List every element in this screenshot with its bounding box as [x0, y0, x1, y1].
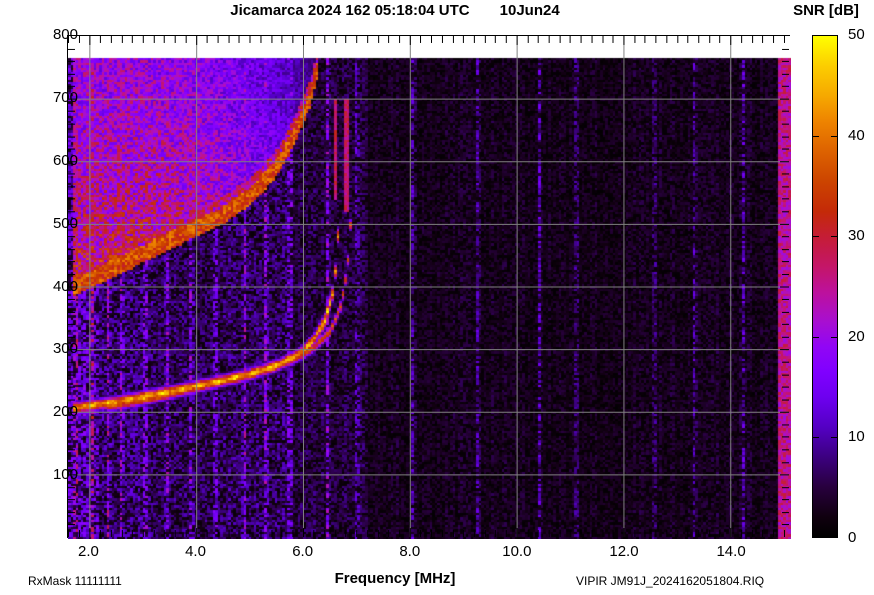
y-tick-label: 400 [52, 277, 78, 295]
colorbar-tick-label: 50 [848, 26, 865, 43]
colorbar-tick-mark [831, 236, 838, 238]
y-tick-label: 100 [52, 466, 78, 484]
rxmask-note: RxMask 11111111 [28, 574, 122, 588]
colorbar-title: SNR [dB] [793, 2, 859, 19]
colorbar-tick-mark [812, 236, 819, 238]
colorbar-tick-label: 30 [848, 227, 865, 245]
colorbar-tick-mark [812, 336, 819, 338]
x-tick-label: 4.0 [185, 543, 206, 560]
x-axis-label: Frequency [MHz] [334, 570, 456, 587]
x-tick-label: 2.0 [77, 543, 99, 560]
colorbar-tick-label: 10 [848, 428, 865, 446]
title-station-time: Jicamarca 2024 162 05:18:04 UTC [230, 2, 470, 19]
x-tick-label: 8.0 [399, 543, 421, 560]
colorbar-gradient [812, 35, 838, 538]
y-tick-label: 600 [52, 151, 78, 169]
source-file-note: VIPIR JM91J_2024162051804.RIQ [576, 574, 765, 588]
y-tick-label: 800 [52, 26, 78, 43]
y-tick-label: 700 [52, 88, 78, 106]
ionogram-plot[interactable] [67, 35, 791, 539]
colorbar-tick-mark [812, 437, 819, 439]
x-tick-label: 14.0 [716, 543, 746, 560]
x-tick-label: 10.0 [502, 543, 532, 560]
title-date: 10Jun24 [499, 2, 560, 19]
y-tick-label: 500 [52, 214, 78, 232]
colorbar-tick-label: 20 [848, 327, 865, 345]
colorbar-tick-mark [831, 437, 838, 439]
x-tick-label: 6.0 [292, 543, 314, 560]
colorbar-tick-mark [812, 135, 819, 137]
y-tick-label: 200 [52, 403, 78, 421]
ionogram-heatmap-canvas [68, 36, 791, 539]
colorbar-tick-mark [831, 135, 838, 137]
page-title: Jicamarca 2024 162 05:18:04 UTC 10Jun24 [0, 2, 790, 19]
colorbar-tick-mark [831, 336, 838, 338]
colorbar-tick-label: 40 [848, 126, 865, 144]
colorbar-tick-label: 0 [848, 529, 857, 546]
x-tick-label: 12.0 [609, 543, 639, 560]
y-tick-label: 300 [52, 340, 78, 358]
